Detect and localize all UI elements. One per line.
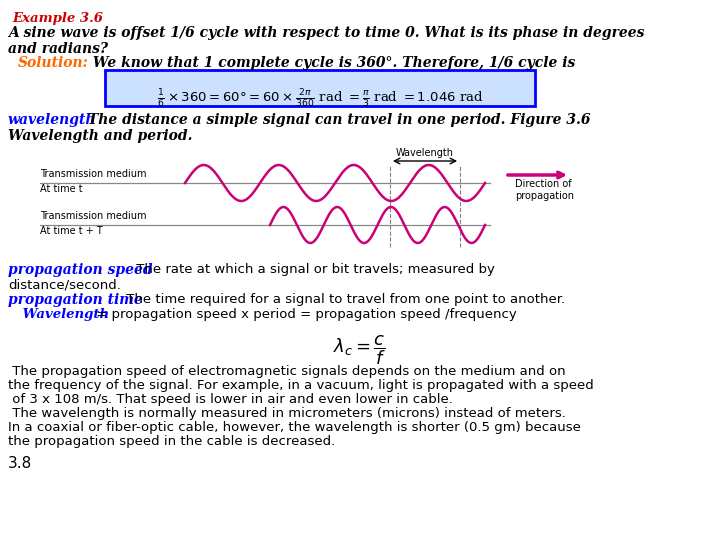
Text: The propagation speed of electromagnetic signals depends on the medium and on: The propagation speed of electromagnetic… [8, 365, 566, 378]
Text: Transmission medium: Transmission medium [40, 169, 146, 179]
Text: Example 3.6: Example 3.6 [12, 12, 103, 25]
Text: Direction of
propagation: Direction of propagation [515, 179, 574, 200]
Text: Wavelength and period.: Wavelength and period. [8, 129, 192, 143]
Text: propagation time: propagation time [8, 293, 143, 307]
Text: the frequency of the signal. For example, in a vacuum, light is propagated with : the frequency of the signal. For example… [8, 379, 594, 392]
Text: of 3 x 108 m/s. That speed is lower in air and even lower in cable.: of 3 x 108 m/s. That speed is lower in a… [8, 393, 453, 406]
Text: At time t: At time t [40, 184, 83, 194]
Text: We know that 1 complete cycle is 360°. Therefore, 1/6 cycle is: We know that 1 complete cycle is 360°. T… [88, 56, 575, 70]
Text: The wavelength is normally measured in micrometers (microns) instead of meters.: The wavelength is normally measured in m… [8, 407, 566, 420]
Text: The time required for a signal to travel from one point to another.: The time required for a signal to travel… [122, 293, 565, 306]
Text: Wavelength: Wavelength [396, 148, 454, 158]
Text: $\lambda_c = \dfrac{c}{f}$: $\lambda_c = \dfrac{c}{f}$ [333, 333, 387, 367]
Text: = propagation speed x period = propagation speed /frequency: = propagation speed x period = propagati… [92, 308, 517, 321]
Text: A sine wave is offset 1/6 cycle with respect to time 0. What is its phase in deg: A sine wave is offset 1/6 cycle with res… [8, 26, 644, 40]
Text: distance/second.: distance/second. [8, 278, 121, 291]
Text: $\frac{1}{6} \times 360 = 60° = 60 \times \frac{2\pi}{360}$ rad $= \frac{\pi}{3}: $\frac{1}{6} \times 360 = 60° = 60 \time… [157, 88, 483, 110]
Text: Wavelength: Wavelength [18, 308, 109, 321]
Text: and radians?: and radians? [8, 42, 108, 56]
Text: wavelength: wavelength [8, 113, 96, 127]
Text: Solution:: Solution: [18, 56, 89, 70]
Text: Transmission medium: Transmission medium [40, 211, 146, 221]
Text: 3.8: 3.8 [8, 456, 32, 471]
Text: the propagation speed in the cable is decreased.: the propagation speed in the cable is de… [8, 435, 336, 448]
Text: In a coaxial or fiber-optic cable, however, the wavelength is shorter (0.5 gm) b: In a coaxial or fiber-optic cable, howev… [8, 421, 581, 434]
Text: propagation speed: propagation speed [8, 263, 153, 277]
Text: At time t + T: At time t + T [40, 226, 103, 236]
Text: The rate at which a signal or bit travels; measured by: The rate at which a signal or bit travel… [132, 263, 495, 276]
FancyBboxPatch shape [105, 70, 535, 106]
Text: The distance a simple signal can travel in one period. Figure 3.6: The distance a simple signal can travel … [83, 113, 590, 127]
